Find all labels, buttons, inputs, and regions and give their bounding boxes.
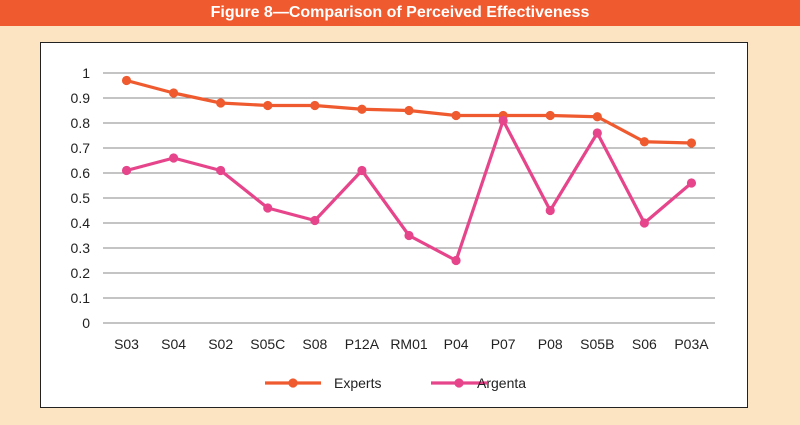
figure-title-bar: Figure 8—Comparison of Perceived Effecti… [0,0,800,26]
legend-marker-argenta [454,378,464,388]
data-point-experts-P12A [357,104,367,114]
x-tick-label-P08: P08 [538,336,563,352]
y-tick-label: 0.8 [71,115,91,131]
y-tick-label: 0.1 [71,290,91,306]
y-tick-label: 0.2 [71,265,91,281]
data-point-experts-S05B [592,112,602,122]
y-tick-label: 0.3 [71,240,91,256]
x-tick-label-P12A: P12A [345,336,380,352]
figure-title: Figure 8—Comparison of Perceived Effecti… [210,4,590,21]
y-tick-label: 0.4 [71,215,91,231]
x-tick-label-S08: S08 [302,336,327,352]
x-tick-label-S06: S06 [632,336,657,352]
x-tick-label-S03: S03 [114,336,139,352]
data-point-argenta-S03 [121,165,132,176]
data-point-experts-P08 [545,110,555,121]
data-point-experts-S08 [310,100,320,111]
legend-marker-experts [288,378,298,388]
data-point-experts-RM01 [404,105,414,116]
data-point-experts-S02 [216,98,226,108]
y-tick-label: 0.9 [71,90,91,106]
x-tick-label-S04: S04 [161,336,186,352]
y-tick-label: 0.6 [71,165,91,181]
data-point-experts-P03A [686,138,697,148]
data-point-experts-S03 [121,75,132,86]
data-point-argenta-S05B [592,128,602,138]
y-tick-label: 0 [82,315,90,331]
data-point-argenta-P08 [545,205,555,216]
y-tick-label: 1 [82,65,90,81]
y-tick-label: 0.5 [71,190,91,206]
data-point-argenta-P03A [686,178,697,188]
y-tick-label: 0.7 [71,140,91,156]
x-tick-label-S02: S02 [208,336,233,352]
data-point-argenta-S02 [216,165,226,176]
data-point-argenta-P12A [357,165,367,176]
data-point-experts-S05C [263,100,273,111]
data-point-argenta-S04 [169,153,179,163]
data-point-argenta-S08 [310,215,320,226]
x-tick-label-P04: P04 [444,336,469,352]
data-point-argenta-P04 [451,255,461,266]
data-point-argenta-S06 [639,218,649,228]
data-point-experts-P04 [451,110,461,121]
data-point-argenta-P07 [498,115,508,126]
x-tick-label-RM01: RM01 [390,336,428,352]
x-tick-label-S05B: S05B [580,336,614,352]
chart-panel [40,42,748,408]
legend-label-experts: Experts [334,375,381,391]
data-point-experts-S04 [169,88,179,98]
x-tick-label-P03A: P03A [674,336,709,352]
data-point-argenta-RM01 [404,230,414,241]
legend-label-argenta: Argenta [477,375,526,391]
data-point-argenta-S05C [263,203,273,213]
x-tick-label-S05C: S05C [250,336,285,352]
x-tick-label-P07: P07 [491,336,516,352]
data-point-experts-S06 [639,137,649,147]
